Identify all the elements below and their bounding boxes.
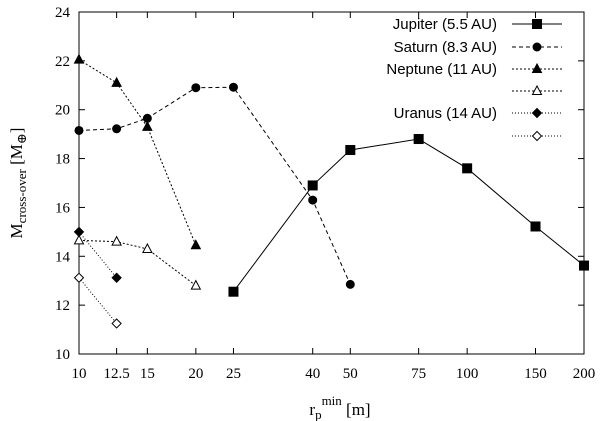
y-tick-label: 14: [55, 249, 71, 265]
legend: Jupiter (5.5 AU) Saturn (8.3 AU) Neptune (…: [386, 16, 562, 142]
series-5: [73, 272, 122, 329]
x-axis-title-sub: p: [315, 407, 322, 421]
y-tick-label: 22: [55, 54, 70, 70]
series-line: [78, 277, 118, 324]
legend-marker: [532, 42, 542, 52]
x-tick-label: 10: [72, 366, 87, 382]
y-axis-title-unit-close: ]: [7, 128, 26, 134]
data-point: [228, 286, 239, 297]
x-axis-title: rpmin [m]: [309, 393, 370, 421]
y-axis-title-unit-open: [M: [7, 144, 26, 169]
y-axis-ticks: 10 12 14 16 18 20 22 24: [55, 5, 584, 363]
legend-entry-4: Uranus (14 AU): [394, 105, 562, 122]
data-point: [73, 226, 85, 238]
x-axis-title-unit: [m]: [342, 400, 371, 419]
data-point: [111, 235, 122, 246]
data-point: [73, 272, 85, 283]
legend-entry-0: Jupiter (5.5 AU): [393, 16, 562, 33]
x-tick-label: 25: [226, 366, 241, 382]
legend-marker: [532, 19, 542, 29]
y-tick-label: 24: [55, 5, 71, 21]
data-point: [112, 124, 122, 134]
x-tick-label: 12.5: [103, 366, 129, 382]
series-3: [73, 234, 202, 290]
legend-entry-1: Saturn (8.3 AU): [394, 39, 562, 56]
data-point: [111, 272, 122, 283]
data-point: [413, 134, 424, 145]
series-line: [78, 239, 197, 286]
x-tick-label: 150: [524, 366, 547, 382]
legend-label: Uranus (14 AU): [394, 105, 497, 122]
x-tick-label: 50: [343, 366, 358, 382]
data-point: [142, 120, 153, 131]
data-point: [345, 279, 355, 289]
data-point: [111, 318, 122, 329]
data-point: [307, 180, 318, 191]
data-point: [308, 195, 318, 205]
data-point: [579, 260, 589, 271]
legend-marker: [531, 130, 543, 142]
series-line: [233, 138, 585, 293]
y-axis-title-base: M: [7, 223, 26, 238]
data-point: [191, 83, 201, 93]
y-tick-label: 20: [55, 103, 70, 119]
x-tick-label: 200: [573, 366, 596, 382]
series-4: [73, 226, 122, 283]
y-tick-label: 16: [55, 200, 71, 216]
legend-label: Jupiter (5.5 AU): [393, 16, 497, 33]
series-0: [228, 134, 589, 297]
series-line: [78, 59, 197, 246]
y-axis-title-sub: cross-over: [14, 169, 29, 224]
legend-entry-3: [512, 84, 562, 95]
x-tick-label: 100: [456, 366, 479, 382]
data-point: [345, 145, 356, 156]
data-point: [111, 76, 122, 87]
x-tick-label: 15: [140, 366, 155, 382]
x-tick-label: 75: [411, 366, 426, 382]
data-point: [530, 221, 541, 232]
data-point: [73, 53, 85, 64]
legend-marker: [531, 62, 543, 73]
x-axis-title-sup: min: [322, 393, 343, 408]
y-tick-label: 10: [55, 347, 70, 363]
y-tick-label: 18: [55, 152, 70, 168]
series-2: [73, 53, 202, 250]
data-point: [462, 163, 473, 174]
x-axis-title-base: r: [309, 400, 315, 419]
y-axis-title-unit-sub: ⊕: [14, 133, 29, 144]
plot-frame: [78, 11, 585, 355]
y-tick-label: 12: [55, 298, 70, 314]
data-point: [73, 234, 85, 245]
legend-entry-2: Neptune (11 AU): [386, 61, 562, 78]
series-line: [78, 231, 118, 279]
legend-marker: [531, 107, 543, 119]
series-1: [74, 82, 355, 289]
series-layer: [73, 53, 589, 329]
legend-marker: [531, 84, 543, 95]
data-point: [228, 82, 238, 92]
data-point: [190, 279, 202, 290]
data-point: [190, 239, 202, 250]
plot-area: [78, 11, 585, 355]
legend-label: Saturn (8.3 AU): [394, 39, 497, 56]
x-tick-label: 20: [188, 366, 203, 382]
legend-label: Neptune (11 AU): [386, 61, 497, 78]
legend-entry-5: [512, 130, 562, 142]
data-point: [74, 125, 84, 135]
x-axis-ticks: 10 12.5 15 20 25 40 50 75 100 150 200: [72, 12, 596, 382]
data-point: [142, 242, 153, 253]
y-axis-title: Mcross-over [M⊕]: [7, 128, 29, 239]
x-tick-label: 40: [305, 366, 320, 382]
